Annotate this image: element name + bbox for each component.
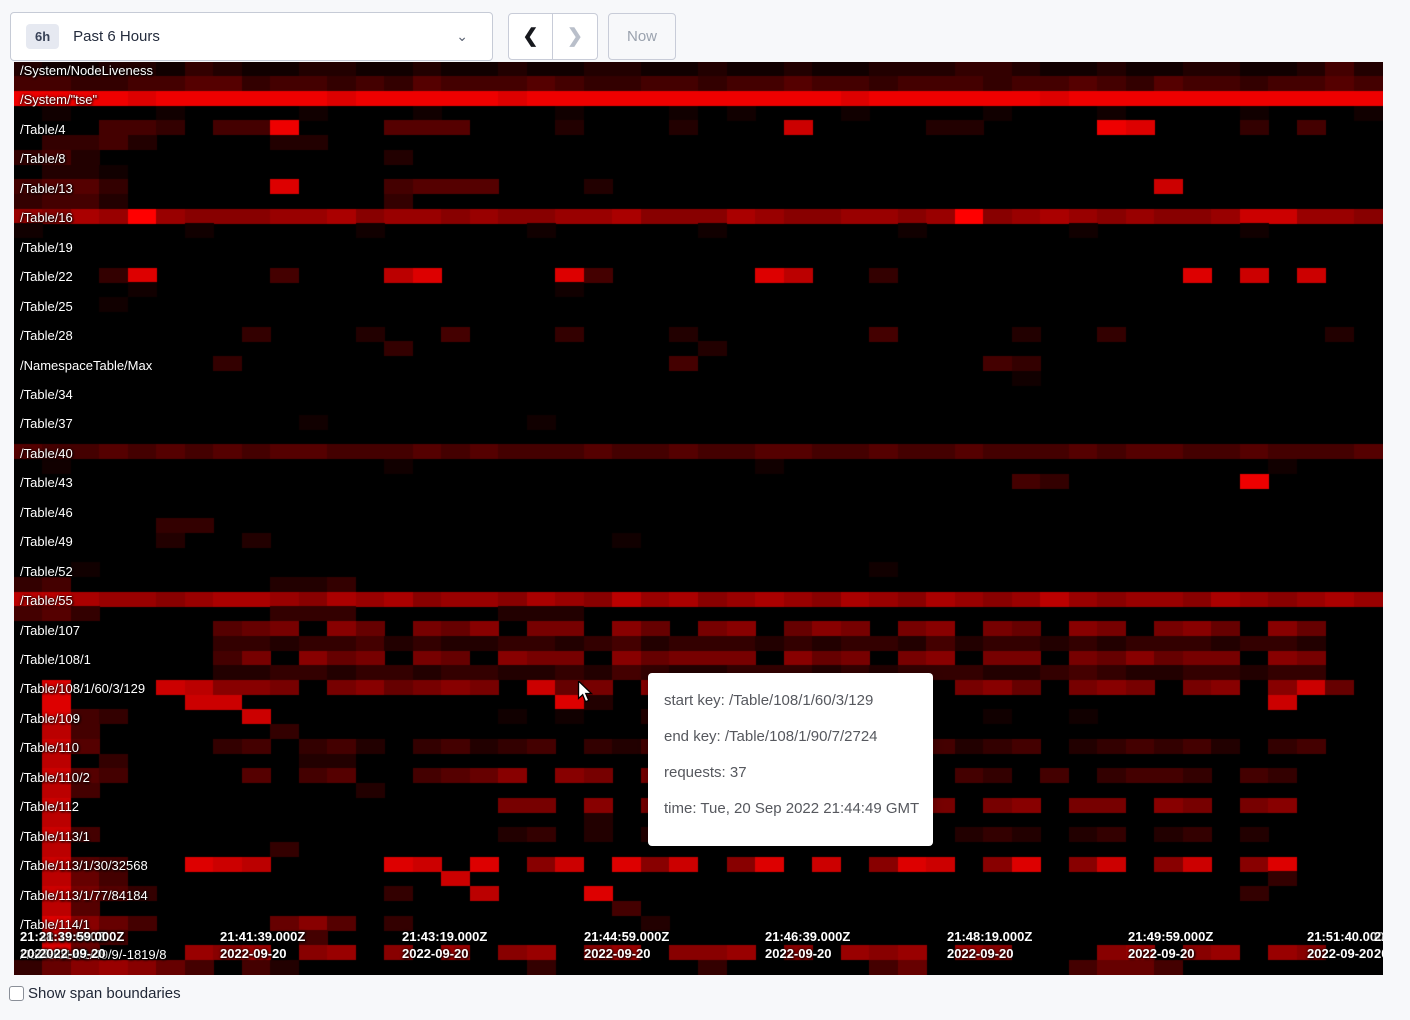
time-nav-group: ❮ ❯ bbox=[508, 13, 598, 60]
next-time-button[interactable]: ❯ bbox=[553, 13, 598, 60]
tooltip-requests: requests: 37 bbox=[664, 764, 747, 781]
footer-controls: Show span boundaries bbox=[9, 985, 181, 1002]
hover-tooltip: start key: /Table/108/1/60/3/129 end key… bbox=[648, 673, 933, 846]
time-range-select[interactable]: 6h Past 6 Hours ⌄ bbox=[10, 12, 493, 61]
key-visualizer: /System/NodeLiveness/System/"tse"/Table/… bbox=[14, 62, 1383, 975]
time-range-label: Past 6 Hours bbox=[73, 28, 160, 45]
chevron-left-icon: ❮ bbox=[522, 26, 539, 47]
span-boundaries-checkbox[interactable] bbox=[9, 986, 24, 1001]
tooltip-time: time: Tue, 20 Sep 2022 21:44:49 GMT bbox=[664, 800, 920, 817]
time-range-badge: 6h bbox=[26, 24, 60, 49]
prev-time-button[interactable]: ❮ bbox=[508, 13, 553, 60]
tooltip-start-key: start key: /Table/108/1/60/3/129 bbox=[664, 692, 874, 709]
chevron-right-icon: ❯ bbox=[567, 26, 583, 47]
span-boundaries-label[interactable]: Show span boundaries bbox=[28, 985, 181, 1002]
tooltip-end-key: end key: /Table/108/1/90/7/2724 bbox=[664, 728, 878, 745]
chevron-down-icon: ⌄ bbox=[456, 28, 468, 44]
time-toolbar: 6h Past 6 Hours ⌄ ❮ ❯ Now bbox=[0, 0, 1410, 62]
now-button[interactable]: Now bbox=[608, 13, 676, 60]
